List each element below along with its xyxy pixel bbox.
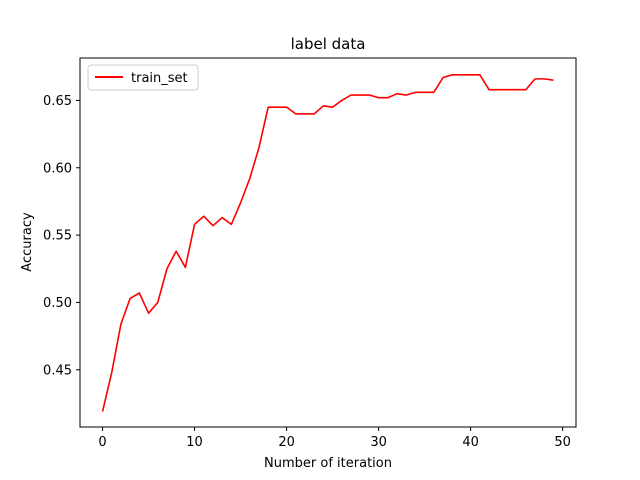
x-tick-label: 50	[554, 435, 571, 450]
y-tick-label: 0.50	[43, 296, 72, 311]
legend-label: train_set	[131, 71, 188, 86]
plot-frame	[79, 57, 577, 428]
legend-box	[87, 64, 199, 91]
series-line-train-set	[101, 74, 554, 412]
y-tick-label: 0.55	[43, 229, 72, 244]
y-tick-label: 0.45	[43, 363, 72, 378]
chart-title: label data	[291, 35, 366, 53]
x-tick-label: 0	[98, 435, 106, 450]
y-axis: 0.45 0.50 0.55 0.60 0.65	[43, 94, 80, 378]
series-layer	[101, 74, 554, 412]
y-tick-label: 0.60	[43, 161, 72, 176]
x-tick-label: 30	[370, 435, 387, 450]
legend: train_set	[87, 64, 199, 91]
x-axis-label: Number of iteration	[264, 456, 392, 471]
x-tick-label: 40	[462, 435, 479, 450]
y-axis-label: Accuracy	[20, 212, 35, 272]
y-tick-label: 0.65	[43, 94, 72, 109]
x-tick-label: 10	[186, 435, 203, 450]
x-axis: 0 10 20 30 40 50	[98, 427, 571, 450]
x-tick-label: 20	[278, 435, 295, 450]
